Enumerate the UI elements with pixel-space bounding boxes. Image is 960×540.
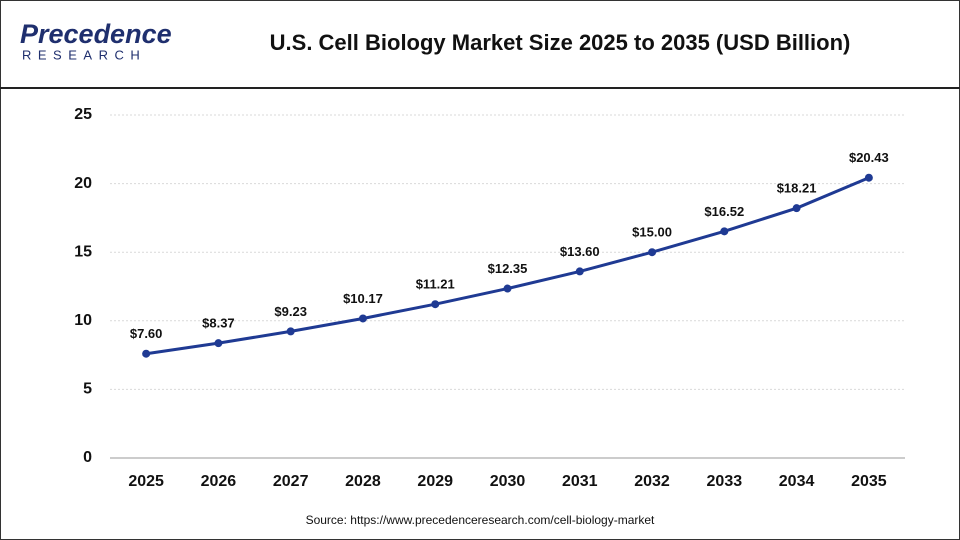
y-tick-label: 20 <box>74 175 92 192</box>
chart-title: U.S. Cell Biology Market Size 2025 to 20… <box>270 30 851 55</box>
value-label: $7.60 <box>130 326 163 341</box>
y-tick-label: 15 <box>74 243 92 260</box>
point <box>431 300 440 309</box>
x-tick-label: 2030 <box>490 473 526 490</box>
x-tick-label: 2035 <box>851 473 887 490</box>
value-label: $20.43 <box>849 150 889 165</box>
value-label: $9.23 <box>274 304 307 319</box>
point <box>142 349 151 358</box>
logo-tagline: RESEARCH <box>22 47 146 62</box>
logo-name: Precedence <box>20 19 172 49</box>
point <box>792 204 801 213</box>
y-tick-label: 10 <box>74 312 92 329</box>
point <box>286 327 295 336</box>
x-tick-label: 2032 <box>634 473 670 490</box>
value-label: $13.60 <box>560 244 600 259</box>
value-label: $12.35 <box>488 261 528 276</box>
x-tick-label: 2029 <box>417 473 453 490</box>
x-tick-label: 2031 <box>562 473 598 490</box>
source-note: Source: https://www.precedenceresearch.c… <box>306 513 655 527</box>
value-label: $11.21 <box>416 277 455 292</box>
point <box>503 284 512 293</box>
value-label: $8.37 <box>202 316 235 331</box>
x-tick-label: 2025 <box>128 473 164 490</box>
point <box>214 339 223 348</box>
x-tick-label: 2028 <box>345 473 381 490</box>
value-label: $15.00 <box>632 225 672 240</box>
y-tick-label: 5 <box>83 381 92 398</box>
x-tick-label: 2026 <box>201 473 237 490</box>
y-tick-label: 0 <box>83 449 92 466</box>
value-label: $10.17 <box>343 291 383 306</box>
point <box>358 314 367 323</box>
point <box>720 227 729 236</box>
x-tick-label: 2034 <box>779 473 815 490</box>
x-tick-label: 2033 <box>707 473 743 490</box>
y-tick-label: 25 <box>74 106 92 123</box>
value-label: $16.52 <box>704 204 744 219</box>
point <box>575 267 584 276</box>
point <box>864 173 873 182</box>
point <box>648 248 657 257</box>
x-tick-label: 2027 <box>273 473 309 490</box>
value-label: $18.21 <box>777 181 817 196</box>
